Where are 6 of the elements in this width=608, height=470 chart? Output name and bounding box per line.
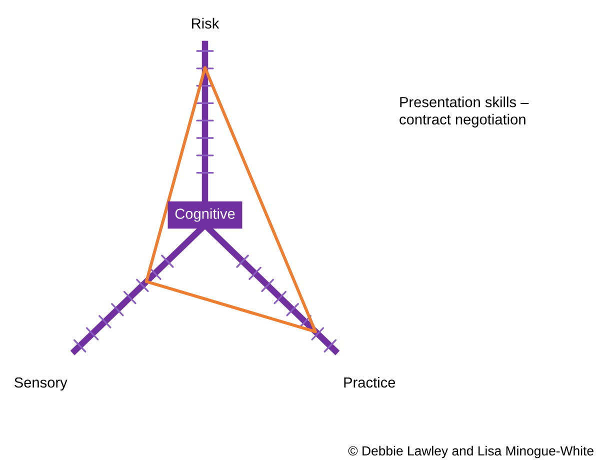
spoke-label: Practice — [344, 376, 396, 388]
text: © Debbie Lawley and Lisa Minogue-White — [348, 446, 594, 458]
text: Cognitive — [175, 208, 235, 222]
text: Presentation skills – contract negotiation — [400, 96, 529, 128]
spoke-label: Risk — [192, 18, 220, 29]
spoke-label: Sensory — [14, 377, 68, 391]
